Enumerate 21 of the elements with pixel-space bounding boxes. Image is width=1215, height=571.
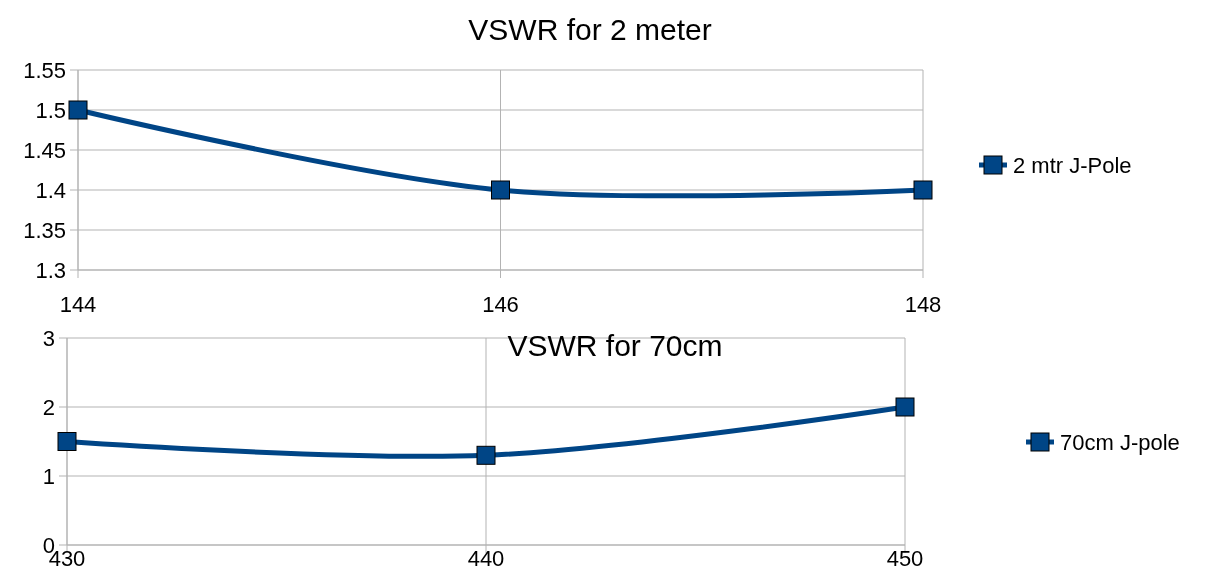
x-tick-label: 450 bbox=[886, 546, 924, 571]
y-tick-label: 1.3 bbox=[35, 257, 66, 283]
legend-label: 2 mtr J-Pole bbox=[1013, 152, 1132, 178]
chart-title: VSWR for 70cm bbox=[507, 329, 723, 362]
chart-title: VSWR for 2 meter bbox=[468, 13, 712, 46]
x-tick-label: 440 bbox=[467, 546, 505, 571]
y-tick-label: 1.5 bbox=[35, 97, 66, 123]
x-tick-label: 146 bbox=[482, 292, 519, 317]
y-tick-label: 1.4 bbox=[35, 177, 66, 203]
x-tick-label: 148 bbox=[904, 292, 942, 317]
point bbox=[895, 397, 915, 417]
y-tick-label: 1 bbox=[42, 463, 55, 489]
y-tick-label: 3 bbox=[42, 325, 55, 351]
point bbox=[476, 445, 496, 465]
y-tick-label: 1.35 bbox=[23, 217, 66, 243]
legend-label: 70cm J-pole bbox=[1060, 429, 1180, 455]
y-tick-label: 1.45 bbox=[23, 137, 66, 163]
point bbox=[57, 432, 77, 451]
x-tick-label: 144 bbox=[59, 292, 97, 317]
y-tick-label: 2 bbox=[42, 394, 55, 420]
y-tick-label: 1.55 bbox=[23, 57, 66, 83]
